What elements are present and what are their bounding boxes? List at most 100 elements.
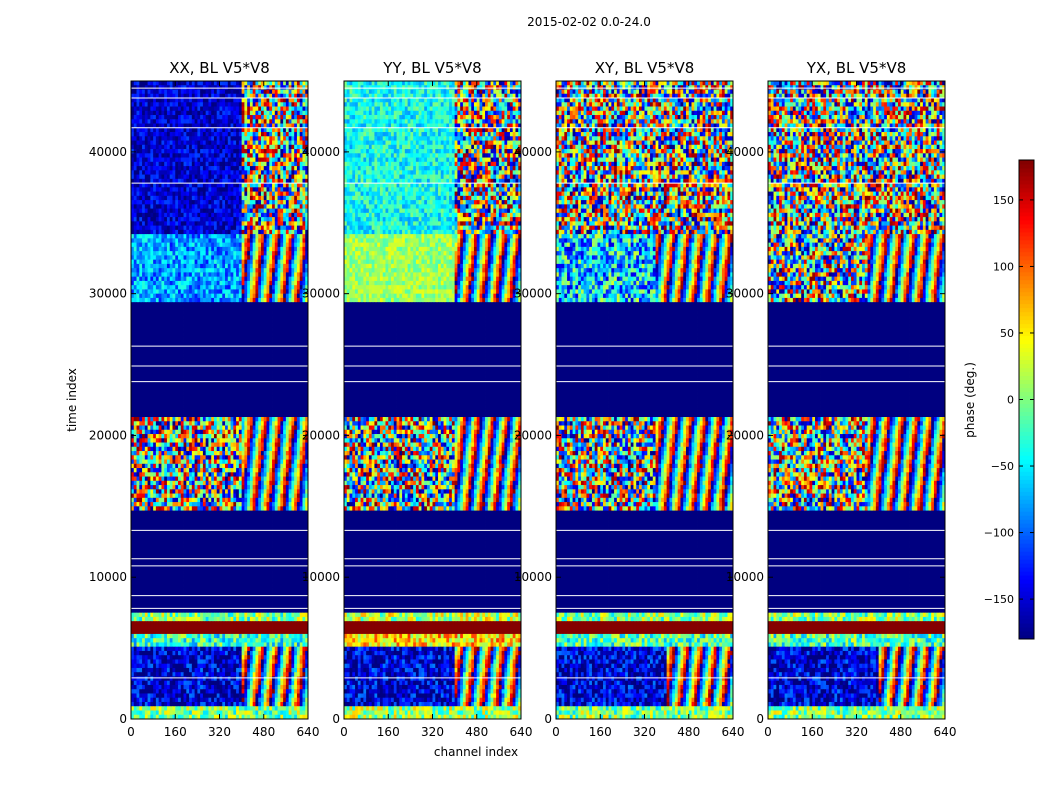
heatmap-cell [266, 81, 270, 86]
heatmap-cell [216, 81, 220, 86]
heatmap-cell [211, 297, 215, 303]
heatmap-cell [150, 221, 154, 227]
heatmap-cell [255, 378, 259, 384]
heatmap-cell [200, 81, 204, 86]
heatmap-cell [200, 217, 204, 222]
heatmap-cell [263, 272, 267, 278]
heatmap-cell [225, 208, 229, 214]
heatmap-cell [200, 89, 204, 95]
heatmap-cell [238, 106, 243, 112]
heatmap-cell [249, 289, 254, 295]
heatmap-cell [205, 293, 209, 299]
heatmap-cell [236, 106, 240, 112]
heatmap-cell [205, 166, 209, 171]
heatmap-cell [139, 246, 143, 252]
heatmap-cell [202, 85, 207, 90]
heatmap-cell [183, 106, 187, 112]
heatmap-cell [258, 89, 262, 95]
heatmap-cell [153, 255, 157, 261]
heatmap-cell [249, 102, 254, 107]
heatmap-cell [189, 221, 193, 227]
heatmap-cell [258, 374, 262, 380]
heatmap-cell [247, 208, 251, 214]
heatmap-cell [191, 157, 196, 163]
heatmap-cell [294, 272, 298, 278]
heatmap-cell [147, 98, 151, 103]
heatmap-cell [216, 344, 220, 350]
heatmap-cell [266, 106, 270, 112]
heatmap-cell [288, 217, 292, 222]
heatmap-cell [299, 357, 303, 363]
heatmap-cell [299, 187, 303, 192]
heatmap-cell [238, 319, 243, 324]
heatmap-cell [166, 255, 171, 261]
heatmap-cell [175, 293, 179, 299]
heatmap-cell [252, 255, 256, 261]
heatmap-cell [230, 102, 234, 107]
heatmap-cell [285, 85, 290, 90]
heatmap-cell [244, 272, 248, 278]
heatmap-cell [288, 200, 292, 205]
heatmap-cell [236, 319, 240, 324]
heatmap-cell [189, 314, 193, 320]
heatmap-cell [166, 106, 171, 112]
heatmap-cell [205, 361, 209, 367]
heatmap-cell [164, 382, 168, 388]
heatmap-cell [211, 395, 215, 401]
heatmap-cell [233, 319, 237, 324]
heatmap-cell [249, 132, 254, 137]
heatmap-cell [213, 229, 218, 235]
heatmap-cell [266, 374, 270, 380]
heatmap-cell [172, 110, 176, 116]
heatmap-cell [222, 272, 226, 278]
heatmap-cell [236, 123, 240, 129]
heatmap-cell [191, 259, 196, 265]
heatmap-cell [255, 212, 259, 218]
heatmap-cell [158, 387, 162, 392]
heatmap-cell [296, 310, 301, 316]
heatmap-cell [274, 310, 278, 316]
heatmap-cell [208, 263, 212, 269]
heatmap-cell [161, 132, 165, 137]
heatmap-cell [186, 378, 190, 384]
heatmap-cell [153, 378, 157, 384]
heatmap-cell [131, 272, 135, 278]
heatmap-cell [294, 106, 298, 112]
heatmap-cell [233, 348, 237, 354]
heatmap-cell [241, 365, 245, 371]
heatmap-cell [175, 132, 179, 137]
heatmap-cell [233, 102, 237, 107]
heatmap-cell [247, 217, 251, 222]
heatmap-cell [238, 149, 243, 154]
heatmap-cell [296, 353, 301, 358]
heatmap-cell [139, 161, 143, 167]
heatmap-cell [225, 404, 229, 409]
heatmap-cell [288, 157, 292, 163]
heatmap-cell [305, 353, 309, 358]
heatmap-cell [305, 331, 309, 337]
heatmap-cell [258, 370, 262, 375]
heatmap-cell [189, 119, 193, 124]
heatmap-cell [260, 268, 265, 273]
heatmap-cell [247, 85, 251, 90]
heatmap-cell [272, 144, 276, 150]
heatmap-cell [200, 400, 204, 405]
heatmap-cell [272, 85, 276, 90]
heatmap-cell [158, 81, 162, 86]
heatmap-cell [272, 225, 276, 231]
heatmap-cell [263, 387, 267, 392]
heatmap-cell [219, 374, 223, 380]
heatmap-cell [274, 98, 278, 103]
heatmap-cell [305, 178, 309, 184]
heatmap-cell [189, 285, 193, 290]
heatmap-cell [189, 251, 193, 256]
heatmap-cell [247, 344, 251, 350]
heatmap-cell [296, 136, 301, 141]
heatmap-cell [205, 195, 209, 201]
heatmap-cell [139, 195, 143, 201]
heatmap-cell [277, 344, 281, 350]
heatmap-cell [186, 404, 190, 409]
heatmap-cell [211, 123, 215, 129]
heatmap-cell [169, 229, 173, 235]
heatmap-cell [189, 310, 193, 316]
